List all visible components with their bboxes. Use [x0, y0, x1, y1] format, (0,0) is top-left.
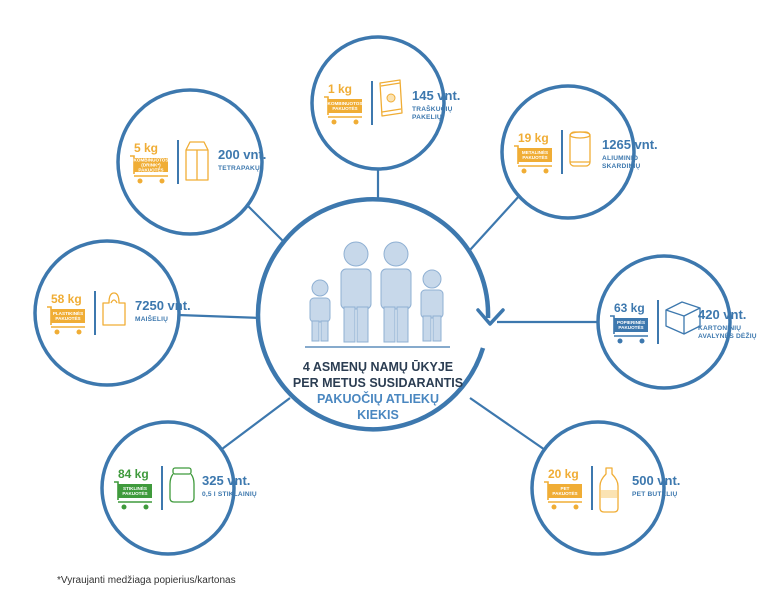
- can-icon: [569, 131, 591, 167]
- material-tag-line: PAKUOTĖS: [522, 154, 547, 160]
- tetra-pack-icon: [185, 141, 209, 181]
- weight-label: 63 kg: [614, 301, 645, 315]
- connector-bags: [177, 313, 263, 320]
- material-tag-line: PAKUOTĖS: [55, 315, 80, 321]
- caption-label: MAIŠELIŲ: [135, 314, 168, 323]
- material-tag-line: PLASTIKINĖS: [53, 310, 83, 316]
- caption-label: ALIUMINIO: [602, 155, 638, 162]
- count-label: 325 vnt.: [202, 473, 250, 488]
- center-node: 4 ASMENŲ NAMŲ ŪKYJE PER METUS SUSIDARANT…: [255, 197, 505, 432]
- node-ring: [500, 84, 636, 220]
- caption-label: TRAŠKUČIŲ: [412, 104, 453, 113]
- weight-label: 1 kg: [328, 82, 352, 96]
- material-tag-line: KOMBINUOTOS: [134, 158, 169, 163]
- material-tag-line: KOMBINUOTOS: [328, 101, 363, 106]
- center-line-2: PER METUS SUSIDARANTIS: [293, 376, 463, 390]
- caption-label: PAKELIŲ: [412, 114, 442, 121]
- count-label: 200 vnt.: [218, 147, 266, 162]
- material-tag-line: STIKLINĖS: [123, 485, 147, 491]
- connector-jars: [217, 397, 291, 453]
- count-label: 145 vnt.: [412, 88, 460, 103]
- material-tag-line: METALINĖS: [522, 149, 548, 155]
- count-label: 1265 vnt.: [602, 137, 658, 152]
- node-ring: [33, 239, 181, 387]
- node-ring: [100, 420, 236, 556]
- count-label: 500 vnt.: [632, 473, 680, 488]
- material-tag-line: PAKUOTĖS: [332, 105, 357, 111]
- cart-icon: KOMBINUOTOS(DRINK*)PAKUOTĖS: [130, 155, 169, 184]
- count-label: 7250 vnt.: [135, 298, 191, 313]
- material-tag-line: PAKUOTĖS: [552, 490, 577, 496]
- node-ring: [530, 420, 666, 556]
- material-tag-line: (DRINK*): [141, 163, 161, 168]
- caption-label: 0,5 l STIKLAINIŲ: [202, 491, 257, 498]
- weight-label: 20 kg: [548, 467, 579, 481]
- bottle-icon: [599, 467, 619, 513]
- material-tag-line: POPIERINĖS: [617, 319, 645, 325]
- connector-cans: [469, 194, 521, 251]
- node-ring: [596, 254, 732, 390]
- caption-label: TETRAPAKŲ: [218, 165, 260, 172]
- caption-label: KARTONINIŲ: [698, 325, 741, 332]
- node-ring: [310, 35, 446, 171]
- weight-label: 5 kg: [134, 141, 158, 155]
- weight-label: 19 kg: [518, 131, 549, 145]
- weight-label: 58 kg: [51, 292, 82, 306]
- box-icon: [665, 301, 701, 335]
- count-label: 420 vnt.: [698, 307, 746, 322]
- center-ring: [255, 197, 491, 432]
- center-line-3: PAKUOČIŲ ATLIEKŲ: [317, 391, 439, 406]
- center-line-4: KIEKIS: [357, 408, 399, 422]
- footnote: *Vyraujanti medžiaga popierius/kartonas: [57, 575, 236, 586]
- material-tag-line: PET: [561, 486, 570, 491]
- material-tag-line: PAKUOTĖS: [138, 167, 163, 173]
- family-icon: [309, 241, 444, 343]
- caption-label: SKARDINIŲ: [602, 163, 640, 170]
- caption-label: AVALYNĖS DĖŽIŲ: [698, 331, 757, 340]
- jar-icon: [169, 467, 195, 503]
- arrow-icon: [476, 308, 505, 326]
- node-ring: [116, 88, 264, 236]
- material-tag-line: PAKUOTĖS: [122, 490, 147, 496]
- connector-pet: [469, 397, 549, 453]
- plastic-bag-icon: [102, 292, 126, 326]
- caption-label: PET BUTELIŲ: [632, 491, 677, 498]
- material-tag-line: PAKUOTĖS: [618, 324, 643, 330]
- chips-bag-icon: [379, 79, 403, 117]
- weight-label: 84 kg: [118, 467, 149, 481]
- center-line-1: 4 ASMENŲ NAMŲ ŪKYJE: [303, 360, 453, 374]
